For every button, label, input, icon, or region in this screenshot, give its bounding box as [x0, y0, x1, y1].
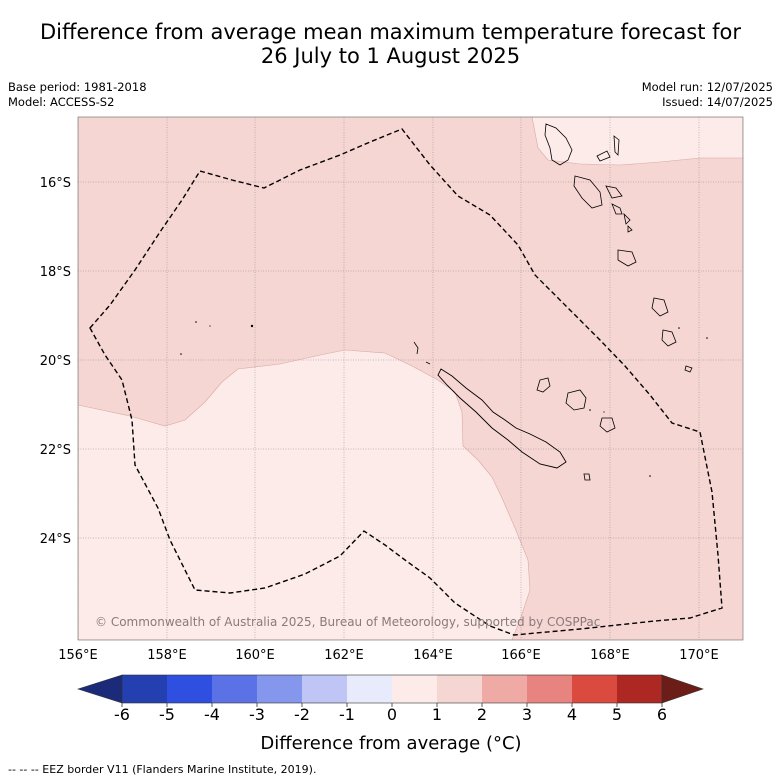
- colorbar-bin-neg4: [212, 675, 257, 703]
- base-period-text: Base period: 1981-2018: [8, 80, 147, 94]
- graticule: [78, 117, 743, 640]
- copyright-text: © Commonwealth of Australia 2025, Bureau…: [95, 615, 600, 629]
- mare-island: [599, 417, 616, 433]
- cb-tick-4: 4: [567, 705, 577, 724]
- cb-tick-neg6: -6: [114, 705, 130, 724]
- map-frame: [77, 116, 744, 641]
- colorbar-extend-low: [77, 674, 123, 704]
- colorbar-bin-neg2: [302, 675, 347, 703]
- new-caledonia-island: [437, 368, 567, 469]
- islet-north-1: [425, 361, 431, 365]
- map-area: © Commonwealth of Australia 2025, Bureau…: [78, 117, 743, 640]
- model-run-text: Model run: 12/07/2025: [641, 80, 773, 94]
- lon-label-160e: 160°E: [235, 648, 275, 663]
- lon-label-168e: 168°E: [590, 648, 630, 663]
- meta-right: Model run: 12/07/2025 Issued: 14/07/2025: [642, 80, 773, 110]
- cb-tick-1: 1: [432, 705, 442, 724]
- cb-tick-6: 6: [657, 705, 667, 724]
- cb-tick-5: 5: [612, 705, 622, 724]
- isle-of-pines: [583, 473, 591, 481]
- model-text: Model: ACCESS-S2: [8, 95, 115, 109]
- lat-label-20s: 20°S: [40, 354, 71, 369]
- lon-label-166e: 166°E: [501, 648, 541, 663]
- colorbar-bin-neg6: [122, 675, 167, 703]
- lon-label-164e: 164°E: [413, 648, 453, 663]
- colorbar-ticks: [121, 703, 663, 707]
- colorbar-extend-high: [661, 674, 704, 704]
- colorbar-bin-5: [617, 675, 662, 703]
- anomaly-region-0-1-northeast: [531, 117, 743, 166]
- colorbar: -6 -5 -4 -3 -2 -1 0 1 2 3 4 5 6 Differen…: [77, 674, 704, 754]
- colorbar-tick-labels: -6 -5 -4 -3 -2 -1 0 1 2 3 4 5 6: [114, 705, 667, 724]
- map-title-line1: Difference from average mean maximum tem…: [40, 20, 741, 44]
- cb-tick-2: 2: [477, 705, 487, 724]
- cb-tick-neg2: -2: [294, 705, 310, 724]
- eez-footnote: -- -- -- EEZ border V11 (Flanders Marine…: [8, 763, 317, 776]
- issued-text: Issued: 14/07/2025: [662, 95, 773, 109]
- lon-label-158e: 158°E: [147, 648, 187, 663]
- cb-tick-neg3: -3: [249, 705, 265, 724]
- ouvea-island: [536, 377, 551, 393]
- colorbar-bin-1: [437, 675, 482, 703]
- longitude-labels: 156°E 158°E 160°E 162°E 164°E 166°E 168°…: [58, 648, 719, 663]
- belep-islets: [413, 341, 419, 355]
- cb-tick-0: 0: [387, 705, 397, 724]
- lifou-island: [565, 389, 587, 411]
- lat-label-22s: 22°S: [40, 443, 71, 458]
- lat-label-24s: 24°S: [40, 532, 71, 547]
- cb-tick-neg5: -5: [159, 705, 175, 724]
- cb-tick-neg4: -4: [204, 705, 220, 724]
- lon-label-162e: 162°E: [324, 648, 364, 663]
- small-islets: [180, 321, 708, 477]
- lon-label-156e: 156°E: [58, 648, 98, 663]
- colorbar-bin-neg3: [257, 675, 302, 703]
- lat-label-18s: 18°S: [40, 265, 71, 280]
- colorbar-bin-4: [572, 675, 617, 703]
- meta-left: Base period: 1981-2018 Model: ACCESS-S2: [8, 80, 147, 110]
- colorbar-bin-neg1: [347, 675, 392, 703]
- colorbar-bin-0: [392, 675, 437, 703]
- lat-label-16s: 16°S: [40, 176, 71, 191]
- colorbar-label: Difference from average (°C): [260, 733, 521, 754]
- lon-label-170e: 170°E: [679, 648, 719, 663]
- colorbar-bin-2: [482, 675, 527, 703]
- cb-tick-neg1: -1: [339, 705, 355, 724]
- anomaly-region-0-1-southwest: [78, 349, 531, 640]
- colorbar-bin-3: [527, 675, 572, 703]
- latitude-labels: 16°S 18°S 20°S 22°S 24°S: [40, 176, 71, 547]
- vanuatu-islands: [544, 123, 693, 373]
- map-title-line2: 26 July to 1 August 2025: [260, 44, 521, 68]
- cb-tick-3: 3: [522, 705, 532, 724]
- colorbar-bin-neg5: [167, 675, 212, 703]
- eez-border: [89, 128, 723, 636]
